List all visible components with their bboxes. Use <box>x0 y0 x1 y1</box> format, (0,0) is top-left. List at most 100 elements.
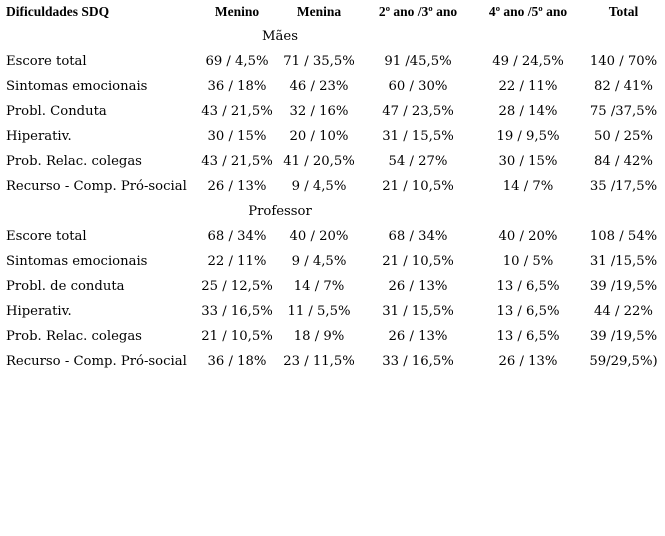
table-row: Sintomas emocionais 36 / 18% 46 / 23% 60 / … <box>0 74 665 99</box>
section-spacer-cell <box>362 199 665 224</box>
row-label: Sintomas emocionais <box>6 79 148 94</box>
section-spacer-cell <box>0 199 198 224</box>
table-cell: 69 / 4,5% <box>205 54 269 69</box>
table-cell: 11 / 5,5% <box>287 304 351 319</box>
row-label: Sintomas emocionais <box>6 254 148 269</box>
section-spacer-cell <box>0 24 198 49</box>
table-cell: 21 / 10,5% <box>382 254 454 269</box>
table-cell: 21 / 10,5% <box>201 329 273 344</box>
table-cell: 50 / 25% <box>594 129 653 144</box>
table-cell: 43 / 21,5% <box>201 104 273 119</box>
table-cell: 26 / 13% <box>498 354 558 369</box>
table-cell: 46 / 23% <box>289 79 349 94</box>
table-cell: 75 /37,5% <box>589 104 658 119</box>
table-cell: 60 / 30% <box>388 79 448 94</box>
row-label: Escore total <box>6 54 87 69</box>
section-spacer-cell <box>362 24 665 49</box>
table-cell: 40 / 20% <box>498 229 558 244</box>
table-cell: 13 / 6,5% <box>496 329 560 344</box>
table-cell: 68 / 34% <box>388 229 448 244</box>
section-title: Professor <box>248 204 312 219</box>
table-row: Hiperativ. 30 / 15% 20 / 10% 31 / 15,5% 19 /… <box>0 124 665 149</box>
table-cell: 47 / 23,5% <box>382 104 454 119</box>
table-cell: 22 / 11% <box>207 254 267 269</box>
row-label: Prob. Relac. colegas <box>6 154 142 169</box>
header-cell-difficulties: Dificuldades SDQ <box>6 4 110 19</box>
table-cell: 13 / 6,5% <box>496 279 560 294</box>
table-cell: 21 / 10,5% <box>382 179 454 194</box>
row-label: Recurso - Comp. Pró-social <box>6 179 187 194</box>
table-cell: 30 / 15% <box>498 154 558 169</box>
table-cell: 14 / 7% <box>293 279 345 294</box>
table-cell: 30 / 15% <box>207 129 267 144</box>
table-cell: 49 / 24,5% <box>492 54 564 69</box>
table-cell: 19 / 9,5% <box>496 129 560 144</box>
table-cell: 20 / 10% <box>289 129 349 144</box>
row-label: Probl. Conduta <box>6 104 107 119</box>
table-cell: 140 / 70% <box>589 54 658 69</box>
table-cell: 9 / 4,5% <box>291 254 347 269</box>
table-cell: 9 / 4,5% <box>291 179 347 194</box>
header-row: Dificuldades SDQ Menino Menina 2º ano /3… <box>0 0 665 24</box>
header-cell-total: Total <box>608 4 639 19</box>
table-cell: 31 / 15,5% <box>382 129 454 144</box>
row-label: Hiperativ. <box>6 129 72 144</box>
header-cell-menina: Menina <box>296 4 342 19</box>
table-cell: 31 / 15,5% <box>382 304 454 319</box>
section-row-professor: Professor <box>0 199 665 224</box>
table-row: Prob. Relac. colegas 21 / 10,5% 18 / 9% 26 … <box>0 324 665 349</box>
table-cell: 14 / 7% <box>502 179 554 194</box>
table-cell: 82 / 41% <box>594 79 653 94</box>
table-cell: 26 / 13% <box>388 329 448 344</box>
table-cell: 54 / 27% <box>388 154 448 169</box>
table-cell: 18 / 9% <box>293 329 345 344</box>
table-cell: 25 / 12,5% <box>201 279 273 294</box>
table-cell: 36 / 18% <box>207 79 267 94</box>
table-cell: 44 / 22% <box>594 304 653 319</box>
table-row: Probl. Conduta 43 / 21,5% 32 / 16% 47 / 23,… <box>0 99 665 124</box>
table-cell: 39 /19,5% <box>589 279 658 294</box>
table-row: Escore total 68 / 34% 40 / 20% 68 / 34% 40 /… <box>0 224 665 249</box>
table-row: Sintomas emocionais 22 / 11% 9 / 4,5% 21 / … <box>0 249 665 274</box>
table-cell: 10 / 5% <box>502 254 554 269</box>
table-cell: 40 / 20% <box>289 229 349 244</box>
table-cell: 68 / 34% <box>207 229 267 244</box>
table-row: Recurso - Comp. Pró-social 26 / 13% 9 / 4,… <box>0 174 665 199</box>
table-cell: 91 /45,5% <box>384 54 452 69</box>
table-cell: 13 / 6,5% <box>496 304 560 319</box>
table-cell: 33 / 16,5% <box>201 304 273 319</box>
table-header: Dificuldades SDQ Menino Menina 2º ano /3… <box>0 0 665 24</box>
table-cell: 84 / 42% <box>594 154 653 169</box>
sdq-table-container: Dificuldades SDQ Menino Menina 2º ano /3… <box>0 0 665 374</box>
table-body: Mães Escore total 69 / 4,5% 71 / 35,5% 91 /4… <box>0 24 665 374</box>
table-cell: 31 /15,5% <box>589 254 658 269</box>
row-label: Recurso - Comp. Pró-social <box>6 354 187 369</box>
header-cell-2-3-ano: 2º ano /3º ano <box>378 4 458 19</box>
table-row: Hiperativ. 33 / 16,5% 11 / 5,5% 31 / 15,5% 1… <box>0 299 665 324</box>
table-cell: 35 /17,5% <box>589 179 658 194</box>
table-cell: 23 / 11,5% <box>283 354 355 369</box>
row-label: Escore total <box>6 229 87 244</box>
table-cell: 28 / 14% <box>498 104 558 119</box>
row-label: Prob. Relac. colegas <box>6 329 142 344</box>
row-label: Hiperativ. <box>6 304 72 319</box>
section-title: Mães <box>262 29 298 44</box>
table-cell: 32 / 16% <box>289 104 349 119</box>
header-cell-menino: Menino <box>214 4 260 19</box>
table-cell: 59/29,5%) <box>589 354 658 369</box>
table-row: Escore total 69 / 4,5% 71 / 35,5% 91 /45,5%… <box>0 49 665 74</box>
table-cell: 33 / 16,5% <box>382 354 454 369</box>
table-row: Prob. Relac. colegas 43 / 21,5% 41 / 20,5%… <box>0 149 665 174</box>
table-cell: 26 / 13% <box>388 279 448 294</box>
table-cell: 71 / 35,5% <box>283 54 355 69</box>
table-cell: 41 / 20,5% <box>283 154 355 169</box>
table-cell: 39 /19,5% <box>589 329 658 344</box>
table-cell: 22 / 11% <box>498 79 558 94</box>
table-row: Probl. de conduta 25 / 12,5% 14 / 7% 26 / 1… <box>0 274 665 299</box>
table-cell: 43 / 21,5% <box>201 154 273 169</box>
header-cell-4-5-ano: 4º ano /5º ano <box>488 4 568 19</box>
sdq-difficulties-table: Dificuldades SDQ Menino Menina 2º ano /3… <box>0 0 665 374</box>
table-cell: 108 / 54% <box>589 229 658 244</box>
table-row: Recurso - Comp. Pró-social 36 / 18% 23 / 1… <box>0 349 665 374</box>
table-cell: 26 / 13% <box>207 179 267 194</box>
